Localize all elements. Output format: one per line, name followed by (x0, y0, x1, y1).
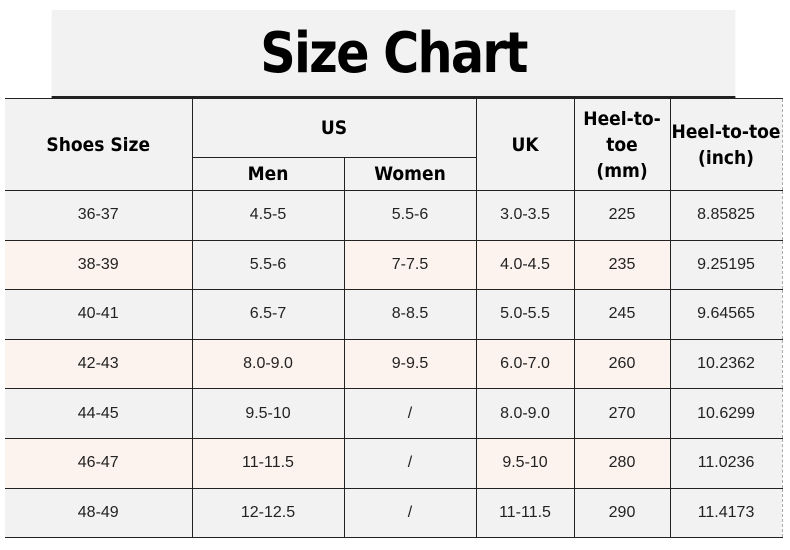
cell-heel-to-toe-mm: 235 (573, 239, 671, 291)
cell-heel-to-toe-inch: 10.6299 (669, 388, 783, 439)
cell-us-women: 5.5-6 (343, 190, 477, 241)
cell-us-women: 8-8.5 (343, 289, 477, 340)
cell-shoes-size: 42-43 (5, 338, 193, 390)
header-heel-to-toe-mm: Heel-to-toe (mm) (573, 98, 671, 191)
cell-shoes-size: 36-37 (5, 190, 193, 241)
cell-heel-to-toe-mm: 245 (573, 289, 671, 340)
cell-heel-to-toe-mm: 225 (573, 190, 671, 241)
cell-uk: 5.0-5.5 (475, 289, 575, 340)
table-row: 48-49 12-12.5/11-11.5 290 11.4173 (5, 487, 783, 539)
table-row: 40-41 6.5-7 8-8.5 5.0-5.5 245 9.64565 (5, 289, 783, 340)
cell-us-women: 7-7.5 (343, 239, 477, 291)
size-chart: Size Chart Shoes Size US UK Heel-to-toe … (5, 10, 783, 539)
table-row: 36-37 4.5-5 5.5-6 3.0-3.5 225 8.85825 (5, 190, 783, 241)
cell-us-women: / (343, 437, 477, 489)
cell-us-men: 6.5-7 (191, 289, 345, 340)
cell-uk: 8.0-9.0 (475, 388, 575, 439)
cell-uk: 4.0-4.5 (475, 239, 575, 291)
cell-us-men: 12-12.5 (191, 487, 345, 539)
cell-us-women: / (343, 388, 477, 439)
cell-shoes-size: 38-39 (5, 239, 193, 291)
size-table: Shoes Size US UK Heel-to-toe (mm) Heel-t… (5, 98, 783, 539)
table-row: 38-39 5.5-6 7-7.5 4.0-4.5 235 9.25195 (5, 239, 783, 291)
header-us-women: Women (343, 157, 477, 191)
cell-shoes-size: 40-41 (5, 289, 193, 340)
cell-uk: 3.0-3.5 (475, 190, 575, 241)
cell-us-men: 8.0-9.0 (191, 338, 345, 390)
table-row: 42-43 8.0-9.0 9-9.5 6.0-7.0 260 10.2362 (5, 338, 783, 390)
cell-us-women: / (343, 487, 477, 539)
cell-heel-to-toe-mm: 280 (573, 437, 671, 489)
table-row: 44-45 9.5-10/8.0-9.0 270 10.6299 (5, 388, 783, 439)
cell-heel-to-toe-inch: 11.0236 (669, 437, 783, 489)
header-us-men: Men (192, 157, 345, 191)
header-shoes-size: Shoes Size (5, 98, 193, 191)
cell-uk: 11-11.5 (475, 487, 575, 539)
cell-uk: 9.5-10 (475, 437, 575, 489)
header-uk: UK (475, 98, 575, 191)
cell-shoes-size: 46-47 (5, 437, 193, 489)
table-row: 46-47 11-11.5/9.5-10 280 11.0236 (5, 437, 783, 489)
cell-us-women: 9-9.5 (343, 338, 477, 390)
cell-heel-to-toe-mm: 270 (573, 388, 671, 439)
cell-heel-to-toe-inch: 9.64565 (669, 289, 783, 340)
cell-us-men: 11-11.5 (191, 437, 345, 489)
cell-uk: 6.0-7.0 (475, 338, 575, 390)
cell-heel-to-toe-inch: 11.4173 (669, 487, 783, 539)
chart-title: Size Chart (51, 10, 736, 98)
cell-shoes-size: 48-49 (5, 487, 193, 539)
header-heel-to-toe-inch: Heel-to-toe (inch) (669, 98, 783, 191)
cell-heel-to-toe-mm: 260 (573, 338, 671, 390)
cell-heel-to-toe-inch: 9.25195 (669, 239, 783, 291)
cell-heel-to-toe-mm: 290 (573, 487, 671, 539)
cell-us-men: 9.5-10 (191, 388, 345, 439)
cell-shoes-size: 44-45 (5, 388, 193, 439)
cell-heel-to-toe-inch: 10.2362 (669, 338, 783, 390)
cell-us-men: 5.5-6 (191, 239, 345, 291)
cell-heel-to-toe-inch: 8.85825 (669, 190, 783, 241)
header-us: US (191, 98, 477, 158)
cell-us-men: 4.5-5 (191, 190, 345, 241)
